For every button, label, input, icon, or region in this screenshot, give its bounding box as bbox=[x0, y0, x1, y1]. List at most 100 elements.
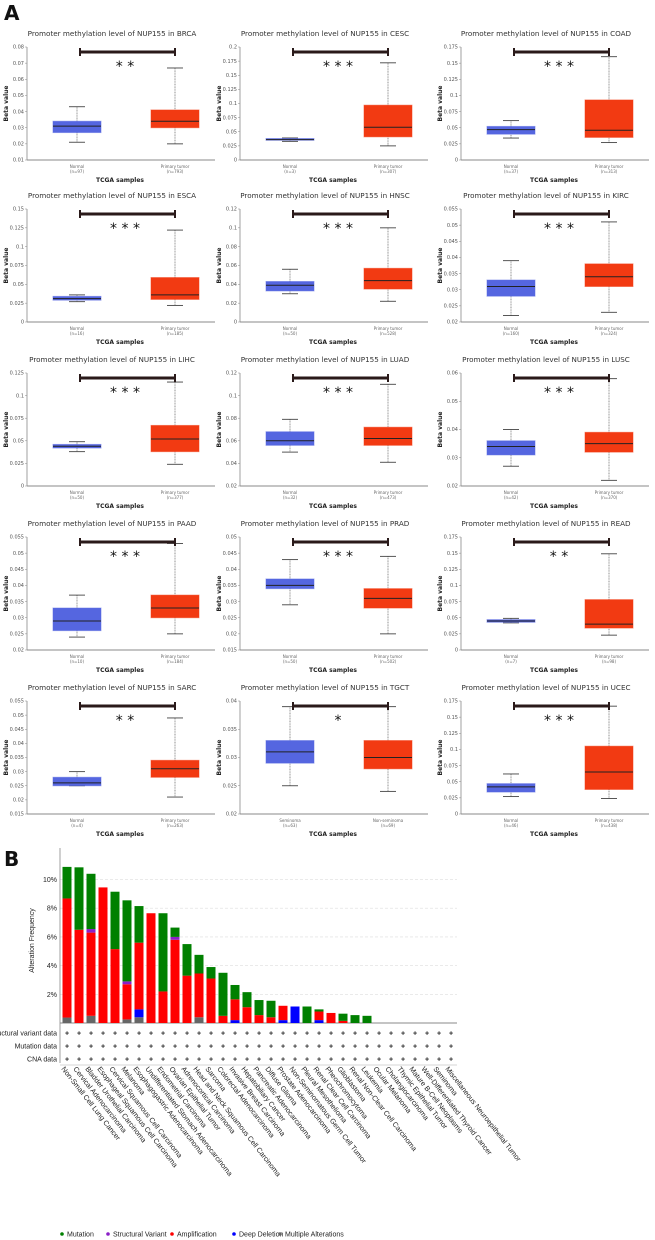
y-tick-label: 0.02 bbox=[226, 632, 237, 638]
panel-label-a: A bbox=[4, 1, 20, 25]
annotation-plus: + bbox=[281, 1044, 285, 1051]
x-axis-label: TCGA samples bbox=[96, 503, 144, 510]
y-tick-label: 0.02 bbox=[226, 812, 237, 818]
group-n: (n=50) bbox=[283, 659, 298, 664]
y-tick-label: 0.03 bbox=[13, 125, 24, 131]
bar-segment-structural-variant bbox=[170, 936, 180, 940]
annotation-plus: + bbox=[149, 1031, 153, 1038]
significance-stars: * * * bbox=[544, 59, 574, 75]
annotation-plus: + bbox=[77, 1031, 81, 1038]
box bbox=[265, 578, 315, 590]
annotation-plus: + bbox=[245, 1057, 249, 1064]
box bbox=[584, 745, 634, 790]
bar-segment-mutation bbox=[254, 1000, 264, 1016]
x-axis-label: TCGA samples bbox=[309, 831, 357, 838]
annotation-plus: + bbox=[77, 1057, 81, 1064]
annotation-plus: + bbox=[413, 1057, 417, 1064]
annotation-plus: + bbox=[305, 1031, 309, 1038]
annotation-plus: + bbox=[221, 1057, 225, 1064]
y-tick-label: 0.035 bbox=[444, 271, 458, 277]
group-n: (n=377) bbox=[167, 495, 184, 500]
legend-marker-amplification bbox=[170, 1232, 174, 1236]
annotation-plus: + bbox=[437, 1044, 441, 1051]
annotation-plus: + bbox=[209, 1057, 213, 1064]
y-tick-label: 0.03 bbox=[226, 599, 237, 605]
significance-stars: * * * bbox=[544, 221, 574, 237]
y-tick-label: 0.04 bbox=[447, 427, 458, 433]
group-label: Primary tumor bbox=[374, 490, 403, 495]
x-axis-label: TCGA samples bbox=[530, 339, 578, 346]
bar-segment-multiple-alterations bbox=[134, 1017, 144, 1023]
annotation-plus: + bbox=[185, 1031, 189, 1038]
annotation-plus: + bbox=[293, 1044, 297, 1051]
annotation-plus: + bbox=[353, 1044, 357, 1051]
y-tick-label: 0.035 bbox=[10, 599, 24, 605]
bar-segment-structural-variant bbox=[86, 929, 96, 933]
bar-segment-amplification bbox=[146, 913, 156, 1023]
y-axis-label: Beta value bbox=[216, 247, 223, 283]
significance-stars: * * * bbox=[544, 713, 574, 729]
y-tick-label: 0.1 bbox=[229, 393, 237, 399]
boxplot-title: Promoter methylation level of NUP155 in … bbox=[28, 191, 196, 200]
y-tick-label: 0.06 bbox=[226, 439, 237, 445]
y-tick-label: 0.055 bbox=[10, 535, 24, 541]
annotation-plus: + bbox=[377, 1057, 381, 1064]
y-axis-label: Beta value bbox=[3, 575, 10, 611]
annotation-plus: + bbox=[209, 1044, 213, 1051]
group-n: (n=307) bbox=[380, 169, 397, 174]
box bbox=[363, 104, 413, 138]
bar-segment-amplification bbox=[206, 978, 216, 1023]
boxplot-title: Promoter methylation level of NUP155 in … bbox=[461, 519, 631, 528]
group-n: (n=184) bbox=[167, 659, 184, 664]
bar-segment-amplification bbox=[314, 1011, 324, 1021]
boxplot-title: Promoter methylation level of NUP155 in … bbox=[241, 355, 410, 364]
annotation-plus: + bbox=[209, 1031, 213, 1038]
annotation-plus: + bbox=[113, 1057, 117, 1064]
annotation-plus: + bbox=[305, 1057, 309, 1064]
bar-segment-deep-deletion bbox=[230, 1020, 240, 1023]
boxplot-title: Promoter methylation level of NUP155 in … bbox=[241, 519, 410, 528]
y-tick-label: 0.175 bbox=[444, 535, 458, 541]
bar-segment-amplification bbox=[182, 975, 192, 1023]
y-tick-label: 0.04 bbox=[447, 255, 458, 261]
bar-segment-amplification bbox=[110, 949, 120, 1023]
y-tick-label: 0 bbox=[455, 812, 458, 818]
box bbox=[584, 599, 634, 629]
y-tick-label: 0.125 bbox=[10, 371, 24, 377]
annotation-plus: + bbox=[257, 1044, 261, 1051]
group-n: (n=97) bbox=[70, 169, 85, 174]
y-tick-label: 0.03 bbox=[13, 615, 24, 621]
bar-segment-amplification bbox=[266, 1017, 276, 1023]
y-tick-label: 0.025 bbox=[444, 796, 458, 802]
annotation-plus: + bbox=[269, 1031, 273, 1038]
y-axis-label: Beta value bbox=[3, 85, 10, 121]
bar-segment-mutation bbox=[194, 954, 204, 974]
group-label: Normal bbox=[283, 164, 297, 169]
group-n: (n=3) bbox=[284, 169, 296, 174]
group-label: Normal bbox=[283, 490, 297, 495]
annotation-plus: + bbox=[125, 1057, 129, 1064]
y-tick-label: 0.08 bbox=[226, 416, 237, 422]
y-axis-label: Alteration Frequency bbox=[29, 908, 36, 973]
y-tick-label: 0 bbox=[234, 320, 237, 326]
significance-stars: * * * bbox=[323, 221, 353, 237]
annotation-plus: + bbox=[245, 1044, 249, 1051]
boxplot-title: Promoter methylation level of NUP155 in … bbox=[461, 683, 630, 692]
boxplot-title: Promoter methylation level of NUP155 in … bbox=[241, 29, 409, 38]
box bbox=[150, 594, 200, 619]
annotation-row-label: Mutation data bbox=[15, 1044, 58, 1051]
bar-segment-mutation bbox=[338, 1013, 348, 1021]
box bbox=[52, 120, 102, 134]
y-tick-label: 0.06 bbox=[226, 263, 237, 269]
y-axis-label: Beta value bbox=[3, 247, 10, 283]
y-tick-label: 0 bbox=[455, 158, 458, 164]
boxplot-coad: Promoter methylation level of NUP155 in … bbox=[437, 29, 649, 184]
bar-segment-mutation bbox=[266, 1000, 276, 1018]
significance-stars: * * * bbox=[110, 221, 140, 237]
annotation-plus: + bbox=[269, 1044, 273, 1051]
y-tick-label: 0.04 bbox=[226, 282, 237, 288]
annotation-plus: + bbox=[101, 1057, 105, 1064]
y-tick-label: 0.025 bbox=[10, 632, 24, 638]
annotation-plus: + bbox=[185, 1044, 189, 1051]
